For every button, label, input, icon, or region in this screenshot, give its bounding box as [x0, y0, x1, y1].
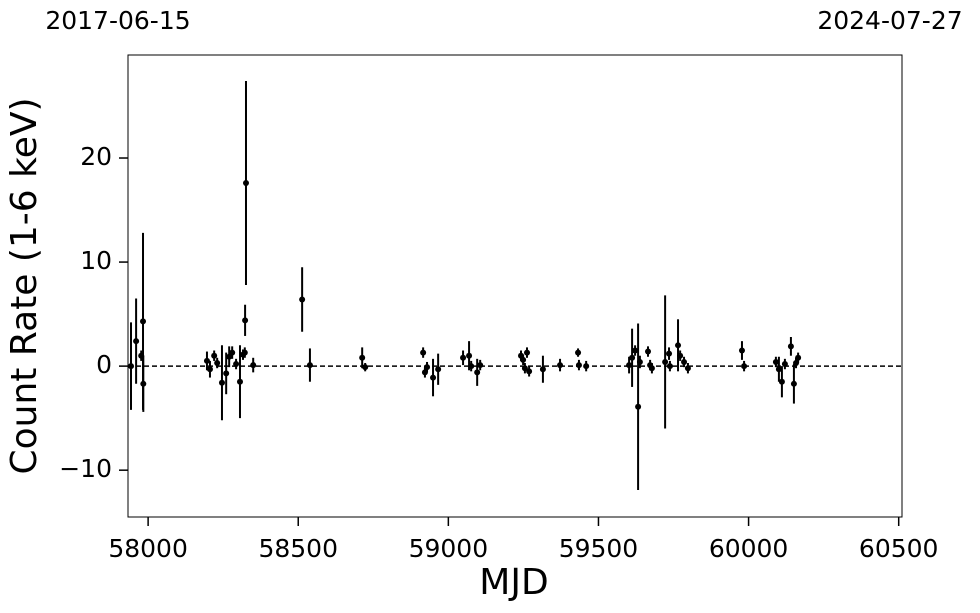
data-point	[787, 343, 794, 350]
x-tick-label: 59500	[559, 534, 639, 563]
data-point	[424, 364, 431, 371]
data-point	[741, 363, 748, 370]
x-tick-label: 60000	[709, 534, 789, 563]
data-point	[236, 378, 243, 385]
data-point	[626, 362, 633, 369]
data-point	[460, 354, 467, 361]
plot-frame	[127, 54, 903, 518]
annotation: 2024-07-27	[817, 6, 962, 35]
y-tick-label: 20	[80, 142, 112, 171]
data-point	[474, 369, 481, 376]
y-tick-label: 10	[80, 246, 112, 275]
x-axis-label: MJD	[479, 562, 548, 603]
y-tick-label: −10	[59, 454, 112, 483]
data-point	[677, 352, 684, 359]
data-point	[575, 362, 582, 369]
data-point	[242, 317, 249, 324]
data-point	[223, 370, 230, 377]
data-point	[666, 350, 673, 357]
data-point	[140, 380, 147, 387]
data-point	[636, 358, 643, 365]
data-point	[359, 354, 366, 361]
data-point	[420, 349, 427, 356]
data-point	[775, 366, 782, 373]
data-point	[520, 356, 527, 363]
data-point	[675, 342, 682, 349]
data-point	[521, 365, 528, 372]
data-point	[772, 358, 779, 365]
data-point	[477, 362, 484, 369]
data-point	[681, 358, 688, 365]
data-point	[539, 366, 546, 373]
data-point	[299, 296, 306, 303]
data-point	[557, 362, 564, 369]
data-point	[128, 363, 135, 370]
x-tick-label: 58000	[108, 534, 188, 563]
data-point	[645, 348, 652, 355]
data-point	[795, 354, 802, 361]
annotation: 2017-06-15	[45, 6, 190, 35]
data-point	[206, 366, 213, 373]
data-point	[214, 360, 221, 366]
data-point	[430, 374, 437, 381]
data-point	[218, 379, 225, 386]
data-point	[242, 179, 249, 186]
data-point	[306, 362, 313, 369]
data-point	[575, 349, 582, 356]
data-point	[435, 366, 442, 373]
x-tick-label: 60500	[859, 534, 939, 563]
data-point	[632, 347, 639, 354]
data-point	[778, 378, 785, 385]
data-point	[233, 361, 240, 368]
y-axis-label: Count Rate (1-6 keV)	[4, 97, 45, 474]
data-point	[226, 353, 233, 360]
data-point	[229, 349, 236, 356]
data-point	[140, 318, 147, 325]
data-point	[250, 362, 257, 369]
x-tick-label: 58500	[258, 534, 338, 563]
data-point	[738, 347, 745, 354]
data-point	[211, 352, 218, 359]
data-point	[241, 349, 248, 356]
x-tick-label: 59000	[409, 534, 489, 563]
data-point	[684, 365, 691, 372]
data-point	[790, 380, 797, 387]
data-point	[466, 352, 473, 359]
y-tick-label: 0	[96, 350, 112, 379]
data-point	[526, 368, 533, 375]
data-point	[468, 363, 475, 370]
data-point	[781, 361, 788, 368]
data-point	[635, 403, 642, 410]
data-point	[662, 358, 669, 365]
data-point	[203, 357, 210, 364]
data-point	[583, 363, 590, 370]
data-point	[133, 338, 140, 345]
data-point	[629, 354, 636, 361]
data-point	[524, 349, 531, 356]
data-point	[362, 364, 369, 371]
data-point	[666, 363, 673, 370]
data-point	[648, 365, 655, 372]
